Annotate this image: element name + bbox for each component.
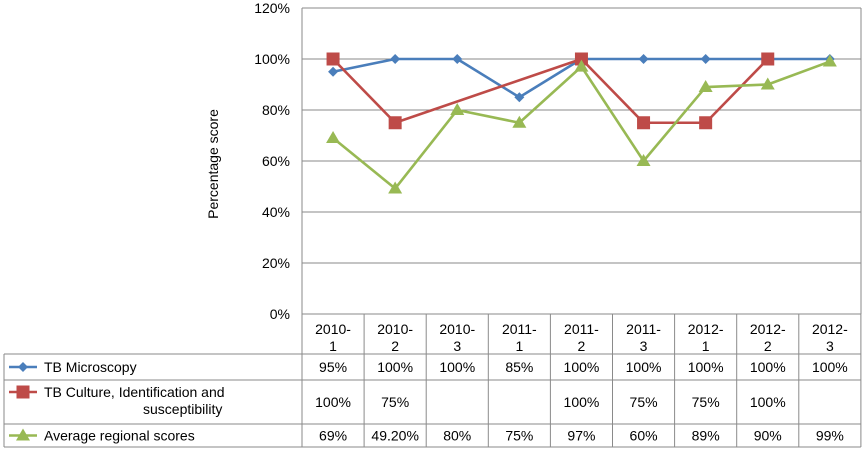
- marker-triangle: [698, 80, 713, 93]
- series-2: [326, 52, 775, 130]
- data-label: 60%: [630, 428, 658, 444]
- data-label: 97%: [567, 428, 595, 444]
- marker-diamond: [514, 92, 525, 103]
- data-label: 100%: [564, 394, 600, 410]
- series-line: [332, 57, 769, 125]
- y-tick-label: 100%: [254, 51, 290, 67]
- gridlines: [302, 7, 861, 264]
- series-line: [332, 60, 831, 190]
- marker-square: [388, 116, 402, 130]
- marker-triangle: [760, 77, 775, 90]
- marker-diamond: [328, 66, 339, 77]
- data-label: 100%: [812, 359, 848, 375]
- data-label: 75%: [381, 394, 409, 410]
- y-tick-label: 0%: [270, 306, 290, 322]
- legend-label: TB Microscopy: [44, 359, 137, 375]
- legend-label: TB Culture, Identification and susceptibi…: [44, 384, 225, 417]
- legend-key-1: [9, 362, 37, 372]
- marker-triangle: [636, 154, 651, 166]
- data-label: 69%: [319, 428, 347, 444]
- data-label: 95%: [319, 359, 347, 375]
- marker-square: [326, 52, 340, 66]
- data-label: 100%: [377, 359, 413, 375]
- series-lines: [326, 52, 837, 194]
- marker-diamond: [452, 54, 463, 64]
- x-tick-label: 2010-1: [315, 321, 351, 354]
- data-label: 90%: [754, 428, 782, 444]
- y-axis-label: Percentage score: [205, 109, 221, 219]
- data-label: 100%: [564, 359, 600, 375]
- y-tick-label: 40%: [262, 204, 290, 220]
- data-label: 99%: [816, 428, 844, 444]
- marker-square: [637, 116, 651, 130]
- x-tick-label: 2010-2: [377, 321, 413, 354]
- x-tick-label: 2012-3: [812, 321, 848, 354]
- marker-diamond: [638, 54, 649, 64]
- marker-triangle: [574, 59, 589, 72]
- x-tick-label: 2011-2: [564, 321, 599, 354]
- data-label: 75%: [630, 394, 658, 410]
- data-label: 89%: [692, 428, 720, 444]
- legend-key-3: [9, 428, 37, 441]
- series-3: [326, 54, 837, 194]
- marker-square: [16, 385, 30, 399]
- x-tick-label: 2011-1: [502, 321, 537, 354]
- data-label: 75%: [692, 394, 720, 410]
- data-label: 100%: [688, 359, 724, 375]
- y-tick-label: 60%: [262, 153, 290, 169]
- marker-square: [574, 52, 588, 66]
- axes: 0% 20% 40% 60% 80% 100% 120%: [254, 0, 862, 322]
- marker-triangle: [512, 115, 527, 128]
- marker-diamond: [700, 54, 711, 64]
- data-label: 49.20%: [371, 428, 418, 444]
- data-label: 100%: [439, 359, 475, 375]
- y-tick-label: 80%: [262, 102, 290, 118]
- marker-triangle: [388, 181, 403, 194]
- data-table: 2010-1 2010-2 2010-3 2011-1 2011-2 2011-3 2012…: [3, 313, 862, 448]
- data-label: 100%: [750, 359, 786, 375]
- x-tick-label: 2012-2: [750, 321, 786, 354]
- marker-triangle: [16, 428, 30, 441]
- data-label: 80%: [443, 428, 471, 444]
- marker-diamond: [390, 54, 401, 64]
- data-label: 100%: [626, 359, 662, 375]
- data-label: 85%: [505, 359, 533, 375]
- marker-diamond: [18, 362, 28, 372]
- x-tick-label: 2010-3: [439, 321, 475, 354]
- y-tick-label: 20%: [262, 255, 290, 271]
- marker-square: [761, 52, 775, 66]
- marker-triangle: [822, 54, 837, 67]
- legend-label: Average regional scores: [44, 428, 195, 444]
- y-tick-label: 120%: [254, 0, 290, 16]
- data-label: 75%: [505, 428, 533, 444]
- legend-key-2: [9, 385, 37, 399]
- marker-triangle: [450, 103, 465, 115]
- x-tick-label: 2012-1: [688, 321, 724, 354]
- x-tick-label: 2011-3: [626, 321, 661, 354]
- data-label: 100%: [750, 394, 786, 410]
- data-label: 100%: [315, 394, 351, 410]
- marker-square: [699, 116, 713, 130]
- marker-triangle: [326, 131, 341, 144]
